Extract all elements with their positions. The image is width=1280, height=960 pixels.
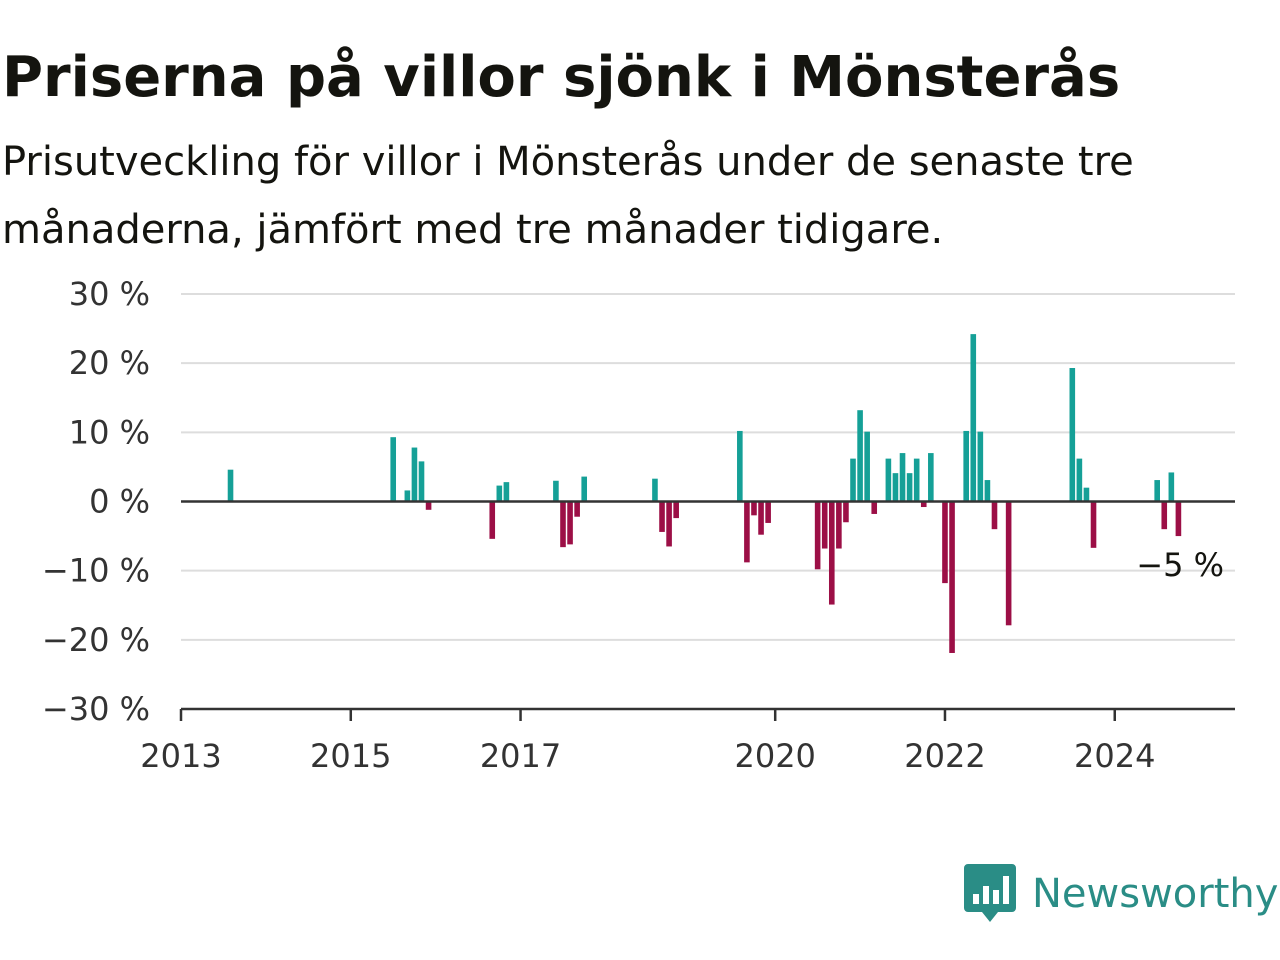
y-tick-label: −30 %: [42, 690, 150, 728]
bar: [984, 480, 991, 502]
bar: [503, 482, 510, 502]
y-tick-label: 0 %: [89, 483, 150, 521]
bar: [574, 501, 580, 517]
tick-labels: 30 % 20 % 10 % 0 % −10 % −20 % −30 % 2013 2015 20…: [42, 275, 1156, 775]
bar: [496, 485, 503, 502]
bar: [758, 501, 764, 535]
bar: [1161, 501, 1168, 530]
bar: [906, 473, 913, 502]
bar: [1175, 501, 1182, 537]
end-value-label: −5 %: [1136, 546, 1224, 584]
x-tick-label: 2022: [904, 737, 985, 775]
axes: [179, 500, 1235, 721]
bar: [1069, 368, 1076, 502]
brand-logo: Newsworthy: [964, 864, 1278, 924]
x-tick-label: 2013: [140, 737, 221, 775]
bar: [920, 501, 927, 508]
bar: [765, 501, 771, 523]
y-tick-label: 30 %: [69, 275, 150, 313]
bar: [814, 501, 821, 570]
bar: [567, 501, 573, 545]
bar: [553, 480, 559, 502]
bar: [581, 476, 588, 502]
bar: [928, 453, 934, 502]
bar: [963, 430, 969, 502]
x-tick-label: 2017: [480, 737, 561, 775]
bar: [864, 431, 870, 502]
bar: [560, 501, 566, 548]
bar: [843, 501, 849, 523]
bar: [885, 458, 892, 502]
bar: [652, 478, 658, 502]
bar: [1090, 501, 1097, 548]
bar: [1168, 472, 1175, 502]
bar: [857, 410, 863, 502]
bar: [411, 447, 418, 502]
bar: [666, 501, 672, 547]
bar-series: [227, 334, 1182, 653]
y-tick-label: 20 %: [69, 344, 150, 382]
bar: [970, 334, 977, 502]
bar: [871, 501, 878, 514]
x-tick-label: 2024: [1074, 737, 1155, 775]
brand-name: Newsworthy: [1032, 871, 1279, 917]
bar: [673, 501, 679, 519]
y-tick-label: 10 %: [69, 413, 150, 451]
gridlines: [181, 293, 1235, 641]
bar: [1154, 480, 1160, 502]
y-tick-label: −10 %: [42, 552, 150, 590]
bar: [991, 501, 998, 530]
bar: [390, 437, 397, 502]
bar: [899, 453, 906, 502]
bar: [751, 501, 757, 516]
bar: [418, 461, 425, 502]
bar: [227, 469, 234, 502]
bar: [942, 501, 948, 584]
bar: [949, 501, 955, 653]
bar: [404, 490, 411, 502]
x-tick-label: 2015: [310, 737, 391, 775]
bar: [425, 501, 432, 510]
bar: [850, 458, 856, 502]
bar: [836, 501, 842, 549]
y-tick-label: −20 %: [42, 621, 150, 659]
bar: [489, 501, 496, 539]
page-subtitle: Prisutveckling för villor i Mönsterås un…: [2, 139, 1134, 253]
bar: [744, 501, 750, 563]
bar: [1005, 501, 1012, 626]
bar: [913, 458, 920, 502]
bar: [1083, 487, 1090, 502]
bar: [821, 501, 828, 549]
x-tick-label: 2020: [734, 737, 815, 775]
bar: [977, 431, 984, 502]
page-title: Priserna på villor sjönk i Mönsterås: [2, 45, 1121, 110]
newsworthy-logo-icon: [964, 864, 1016, 922]
bar: [659, 501, 665, 532]
bar: [828, 501, 835, 605]
bar: [1076, 458, 1083, 502]
bar: [892, 473, 899, 502]
bar: [737, 430, 743, 502]
